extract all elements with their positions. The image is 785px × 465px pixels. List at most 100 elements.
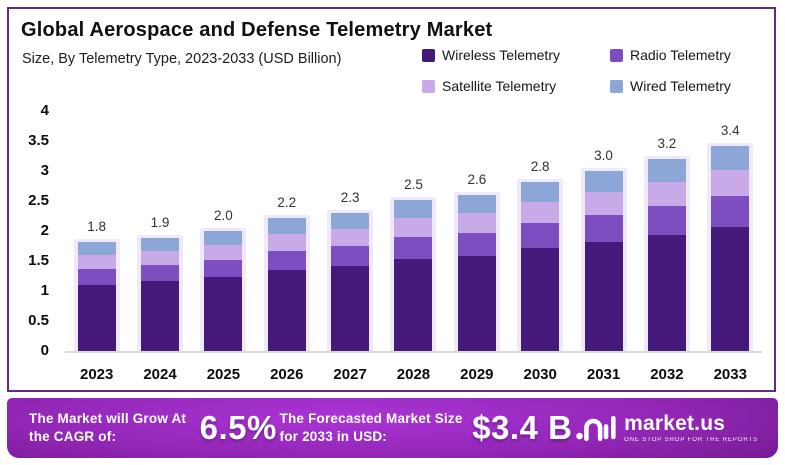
bar-total-label: 2.3 bbox=[340, 190, 360, 205]
bar-segment-radio-telemetry bbox=[521, 223, 560, 248]
bar-segment-wireless-telemetry bbox=[521, 248, 560, 351]
stacked-bar-2032 bbox=[647, 159, 686, 351]
bar-total-label: 1.8 bbox=[87, 219, 107, 234]
bar-segment-radio-telemetry bbox=[394, 237, 433, 259]
bar-segment-satellite-telemetry bbox=[711, 170, 750, 196]
bar-segment-satellite-telemetry bbox=[647, 182, 686, 206]
bar-segment-radio-telemetry bbox=[457, 233, 496, 256]
bar-segment-radio-telemetry bbox=[647, 206, 686, 235]
x-axis-label: 2029 bbox=[460, 366, 494, 383]
logo-text: market.us bbox=[624, 412, 726, 435]
bar-segment-satellite-telemetry bbox=[521, 202, 560, 223]
bar-total-label: 2.0 bbox=[214, 208, 233, 223]
y-tick-label: 2.5 bbox=[28, 192, 49, 209]
stacked-bar-2027 bbox=[331, 213, 370, 351]
bar-halo bbox=[643, 156, 690, 351]
bar-segment-satellite-telemetry bbox=[457, 213, 496, 233]
bar-segment-radio-telemetry bbox=[584, 215, 623, 242]
bar-halo bbox=[453, 192, 500, 351]
bar-segment-wired-telemetry bbox=[204, 231, 243, 245]
bar-segment-wired-telemetry bbox=[584, 171, 623, 192]
x-axis-label: 2027 bbox=[333, 366, 367, 383]
cagr-value: 6.5% bbox=[199, 409, 277, 446]
stacked-bar-2028 bbox=[394, 200, 433, 351]
bar-segment-wireless-telemetry bbox=[331, 266, 370, 351]
stacked-bar-2033 bbox=[711, 146, 750, 351]
bar-column-2029: 2.6 bbox=[445, 111, 508, 351]
market-us-logo: market.us ONE STOP SHOP FOR THE REPORTS bbox=[575, 408, 758, 449]
bar-column-2025: 2.0 bbox=[192, 111, 255, 351]
bar-total-label: 1.9 bbox=[150, 215, 170, 230]
y-tick-label: 4 bbox=[40, 102, 49, 119]
bar-column-2023: 1.8 bbox=[65, 111, 128, 351]
stacked-bar-2031 bbox=[584, 171, 623, 351]
y-tick-label: 3 bbox=[40, 162, 49, 179]
bar-column-2026: 2.2 bbox=[255, 111, 318, 351]
bar-halo bbox=[200, 228, 247, 351]
legend-label: Satellite Telemetry bbox=[442, 78, 557, 94]
bar-total-label: 3.0 bbox=[594, 148, 613, 163]
bar-total-label: 3.2 bbox=[657, 136, 677, 151]
bar-segment-satellite-telemetry bbox=[204, 245, 243, 260]
bar-segment-satellite-telemetry bbox=[331, 229, 370, 246]
radio-telemetry-swatch-icon bbox=[610, 48, 623, 62]
bar-halo bbox=[263, 215, 310, 351]
x-axis-label: 2030 bbox=[523, 366, 557, 383]
chart-panel: Global Aerospace and Defense Telemetry M… bbox=[7, 7, 776, 392]
x-axis-label: 2023 bbox=[79, 366, 114, 383]
y-tick-label: 3.5 bbox=[28, 132, 49, 149]
bar-column-2028: 2.5 bbox=[382, 111, 445, 351]
x-axis-labels: 2023 2024 2025 2026 2027 2028 2029 2030 2031 2032… bbox=[65, 353, 762, 383]
satellite-telemetry-swatch-icon bbox=[422, 79, 435, 93]
bar-segment-wireless-telemetry bbox=[711, 227, 750, 351]
bar-total-label: 2.2 bbox=[277, 195, 297, 210]
cagr-label: The Market will Grow At the CAGR of: bbox=[29, 411, 187, 444]
bar-segment-radio-telemetry bbox=[77, 269, 116, 285]
bar-column-2024: 1.9 bbox=[128, 111, 191, 351]
stacked-bar-2025 bbox=[204, 231, 243, 351]
x-axis-label: 2033 bbox=[713, 366, 747, 383]
bar-halo bbox=[517, 179, 564, 351]
bar-segment-wired-telemetry bbox=[141, 238, 180, 251]
bar-segment-satellite-telemetry bbox=[584, 192, 623, 215]
bar-halo bbox=[707, 143, 754, 351]
bar-column-2031: 3.0 bbox=[572, 111, 635, 351]
bar-segment-satellite-telemetry bbox=[267, 234, 306, 251]
bar-segment-satellite-telemetry bbox=[141, 251, 180, 265]
legend-label: Wired Telemetry bbox=[630, 78, 731, 94]
x-axis-label: 2026 bbox=[270, 366, 304, 383]
forecast-label: The Forecasted Market Size for 2033 in U… bbox=[279, 411, 463, 444]
legend-label: Radio Telemetry bbox=[630, 47, 731, 63]
legend-item-radio-telemetry: Radio Telemetry bbox=[610, 47, 762, 63]
chart-header: Global Aerospace and Defense Telemetry M… bbox=[9, 9, 774, 105]
bar-segment-wireless-telemetry bbox=[141, 281, 180, 351]
bar-segment-radio-telemetry bbox=[141, 265, 180, 281]
bar-halo bbox=[137, 235, 184, 351]
page-title: Global Aerospace and Defense Telemetry M… bbox=[21, 19, 493, 41]
bar-segment-wired-telemetry bbox=[77, 242, 116, 255]
bar-segment-wired-telemetry bbox=[711, 146, 750, 170]
bar-column-2030: 2.8 bbox=[509, 111, 572, 351]
bar-segment-wired-telemetry bbox=[267, 218, 306, 234]
legend-item-satellite-telemetry: Satellite Telemetry bbox=[422, 78, 604, 94]
bar-halo bbox=[390, 197, 437, 351]
bar-column-2032: 3.2 bbox=[635, 111, 698, 351]
bar-segment-wired-telemetry bbox=[394, 200, 433, 218]
bar-halo bbox=[580, 168, 627, 351]
chart-subtitle: Size, By Telemetry Type, 2023-2033 (USD … bbox=[22, 51, 342, 67]
bar-halo bbox=[73, 239, 120, 351]
stacked-bar-2024 bbox=[141, 238, 180, 351]
bar-segment-wireless-telemetry bbox=[204, 277, 243, 351]
bar-segment-radio-telemetry bbox=[267, 251, 306, 270]
bar-segment-radio-telemetry bbox=[204, 260, 243, 277]
bar-segment-wired-telemetry bbox=[521, 182, 560, 202]
bar-segment-wired-telemetry bbox=[457, 195, 496, 213]
x-axis-label: 2031 bbox=[586, 366, 621, 383]
plot-wrap: 4 3.5 3 2.5 2 1.5 1 0.5 0 1.8 1.9 2.0 2.2 2.3 2.5 2.6 2… bbox=[9, 102, 774, 383]
legend-label: Wireless Telemetry bbox=[442, 47, 560, 63]
bar-segment-wired-telemetry bbox=[331, 213, 370, 229]
x-axis-label: 2032 bbox=[650, 366, 684, 383]
y-tick-label: 0 bbox=[40, 342, 49, 359]
legend-item-wireless-telemetry: Wireless Telemetry bbox=[422, 47, 604, 63]
logo-tagline: ONE STOP SHOP FOR THE REPORTS bbox=[624, 437, 758, 443]
